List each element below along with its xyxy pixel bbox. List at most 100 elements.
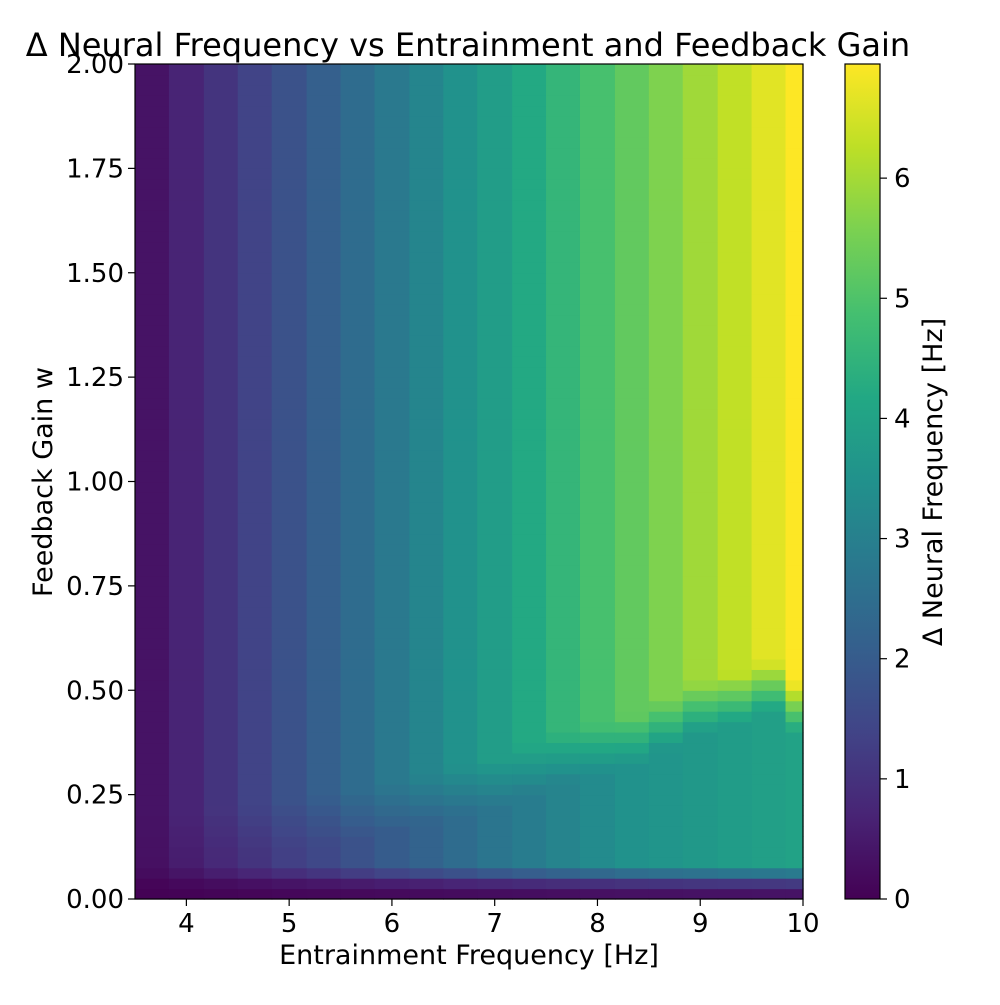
heatmap-cell <box>443 324 478 336</box>
heatmap-cell <box>579 293 616 305</box>
heatmap-cell <box>237 189 273 201</box>
heatmap-cell <box>271 105 308 117</box>
heatmap-cell <box>135 846 170 858</box>
heatmap-cell <box>717 711 753 723</box>
heatmap-cell <box>443 377 478 389</box>
heatmap-cell <box>168 147 205 159</box>
heatmap-cell <box>374 512 410 524</box>
heatmap-cell <box>374 398 410 410</box>
heatmap-cell <box>682 262 719 274</box>
heatmap-cell <box>374 439 410 451</box>
heatmap-cell <box>682 794 719 806</box>
heatmap-cell <box>135 742 170 754</box>
heatmap-cell <box>546 356 581 368</box>
heatmap-cell <box>340 64 376 76</box>
heatmap-cell <box>340 617 376 629</box>
heatmap-cell <box>374 84 410 96</box>
heatmap-cell <box>271 74 308 86</box>
heatmap-cell <box>648 773 684 785</box>
heatmap-cell <box>546 418 581 430</box>
heatmap-cell <box>306 126 342 138</box>
heatmap-cell <box>271 857 308 869</box>
heatmap-cell <box>682 429 719 441</box>
heatmap-cell <box>512 533 547 545</box>
heatmap-cell <box>374 481 410 493</box>
heatmap-cell <box>237 398 273 410</box>
heatmap-cell <box>682 460 719 472</box>
heatmap-cell <box>477 836 513 848</box>
x-axis: 4 5 6 7 8 9 10 <box>178 899 820 939</box>
heatmap-cell <box>477 752 513 764</box>
heatmap-cell <box>203 794 239 806</box>
heatmap-cell <box>546 137 581 149</box>
heatmap-cell <box>237 262 273 274</box>
heatmap-cell <box>751 105 787 117</box>
heatmap-cell <box>614 116 650 128</box>
heatmap-cell <box>237 585 273 597</box>
heatmap-cell <box>135 533 170 545</box>
heatmap-cell <box>614 491 650 503</box>
heatmap-cell <box>477 314 513 326</box>
heatmap-cell <box>203 387 239 399</box>
heatmap-cell <box>648 815 684 827</box>
heatmap-cell <box>203 398 239 410</box>
heatmap-cell <box>512 137 547 149</box>
heatmap-cell <box>340 283 376 295</box>
colorbar-tick-label: 6 <box>894 164 911 194</box>
heatmap-cell <box>135 429 170 441</box>
heatmap-cell <box>168 491 205 503</box>
heatmap-cell <box>271 147 308 159</box>
heatmap-cell <box>717 293 753 305</box>
heatmap-cell <box>614 585 650 597</box>
heatmap-cell <box>168 387 205 399</box>
heatmap-cell <box>682 742 719 754</box>
heatmap-cell <box>512 836 547 848</box>
heatmap-cell <box>237 763 273 775</box>
heatmap-cell <box>717 491 753 503</box>
heatmap-cell <box>443 679 478 691</box>
heatmap-cell <box>682 815 719 827</box>
heatmap-cell <box>340 533 376 545</box>
heatmap-cell <box>340 846 376 858</box>
heatmap-cell <box>512 575 547 587</box>
heatmap-cell <box>306 408 342 420</box>
heatmap-cell <box>785 220 804 232</box>
heatmap-cell <box>237 544 273 556</box>
heatmap-cell <box>512 147 547 159</box>
heatmap-cell <box>579 398 616 410</box>
heatmap-cell <box>271 533 308 545</box>
heatmap-cell <box>203 283 239 295</box>
heatmap-cell <box>374 533 410 545</box>
heatmap-cell <box>168 74 205 86</box>
heatmap-cell <box>409 95 444 107</box>
heatmap-cell <box>340 752 376 764</box>
heatmap-cell <box>785 554 804 566</box>
heatmap-cell <box>409 533 444 545</box>
heatmap-cell <box>237 512 273 524</box>
heatmap-cell <box>512 815 547 827</box>
heatmap-cell <box>477 450 513 462</box>
heatmap-cell <box>203 366 239 378</box>
heatmap-cell <box>546 220 581 232</box>
heatmap-cell <box>135 794 170 806</box>
heatmap-cell <box>579 356 616 368</box>
heatmap-cell <box>203 460 239 472</box>
heatmap-cell <box>203 711 239 723</box>
heatmap-cell <box>512 168 547 180</box>
heatmap-cell <box>648 439 684 451</box>
heatmap-cell <box>477 878 513 890</box>
heatmap-cell <box>579 471 616 483</box>
heatmap-cell <box>203 126 239 138</box>
heatmap-cell <box>477 335 513 347</box>
heatmap-cell <box>135 126 170 138</box>
heatmap-cell <box>579 648 616 660</box>
heatmap-cell <box>785 878 804 890</box>
heatmap-cell <box>271 878 308 890</box>
heatmap-cell <box>340 711 376 723</box>
heatmap-cell <box>443 210 478 222</box>
heatmap-cell <box>135 262 170 274</box>
heatmap-cell <box>682 450 719 462</box>
heatmap-cell <box>751 439 787 451</box>
heatmap-cell <box>271 752 308 764</box>
heatmap-cell <box>785 544 804 556</box>
